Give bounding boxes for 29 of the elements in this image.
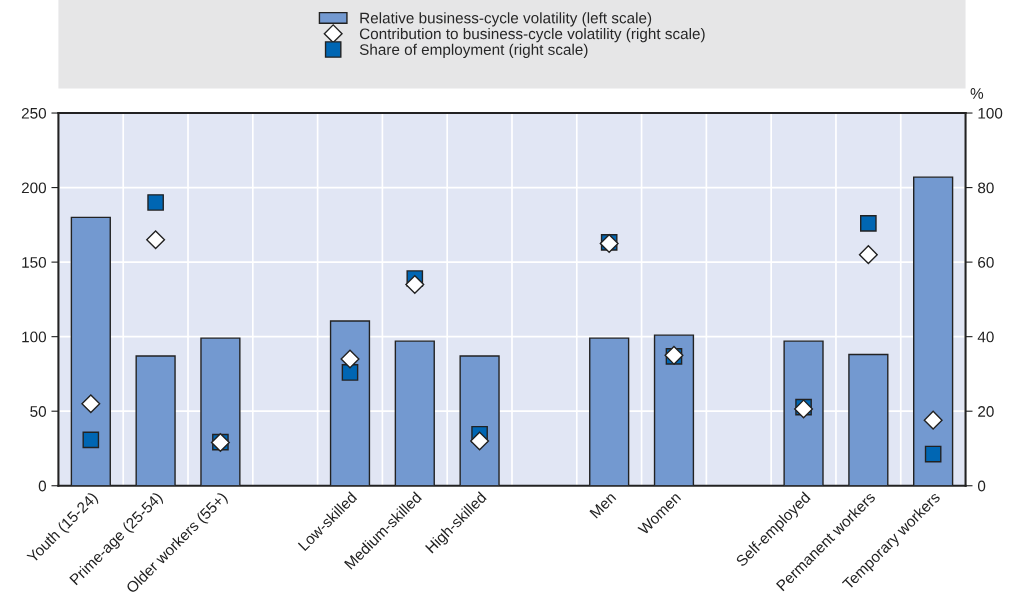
point [924, 445, 942, 463]
point [858, 245, 878, 265]
y2-tick-label: 20 [978, 406, 994, 417]
y2-tick-label: 80 [978, 182, 994, 194]
point [860, 215, 877, 232]
legend-label: Contribution to business-cycle volatility (right scale) [359, 27, 705, 43]
y2-tick-label: 60 [978, 256, 994, 268]
y-tick-label: 50 [30, 406, 47, 417]
y-tick-label: 150 [22, 256, 47, 268]
point [82, 431, 100, 449]
point [147, 194, 164, 211]
legend-label: Share of employment (right scale) [359, 43, 588, 58]
y-tick-label: 200 [21, 182, 47, 194]
point [470, 431, 490, 451]
y-tick-label: 100 [22, 331, 47, 343]
point [81, 394, 101, 414]
y2-tick-label: 40 [977, 331, 994, 343]
point [405, 274, 425, 295]
y2-tick-label: 0 [977, 480, 986, 492]
y2-tick-label: 100 [978, 107, 1003, 119]
point [146, 230, 166, 250]
point [341, 364, 359, 381]
point [340, 349, 360, 369]
x-tick-label: Men [589, 491, 617, 519]
point [923, 410, 943, 430]
y-tick-label: 250 [21, 107, 47, 119]
y2-axis-title: % [970, 88, 984, 99]
legend-label: Relative business-cycle volatility (left scale) [360, 12, 652, 27]
y-tick-label: 0 [38, 480, 47, 492]
